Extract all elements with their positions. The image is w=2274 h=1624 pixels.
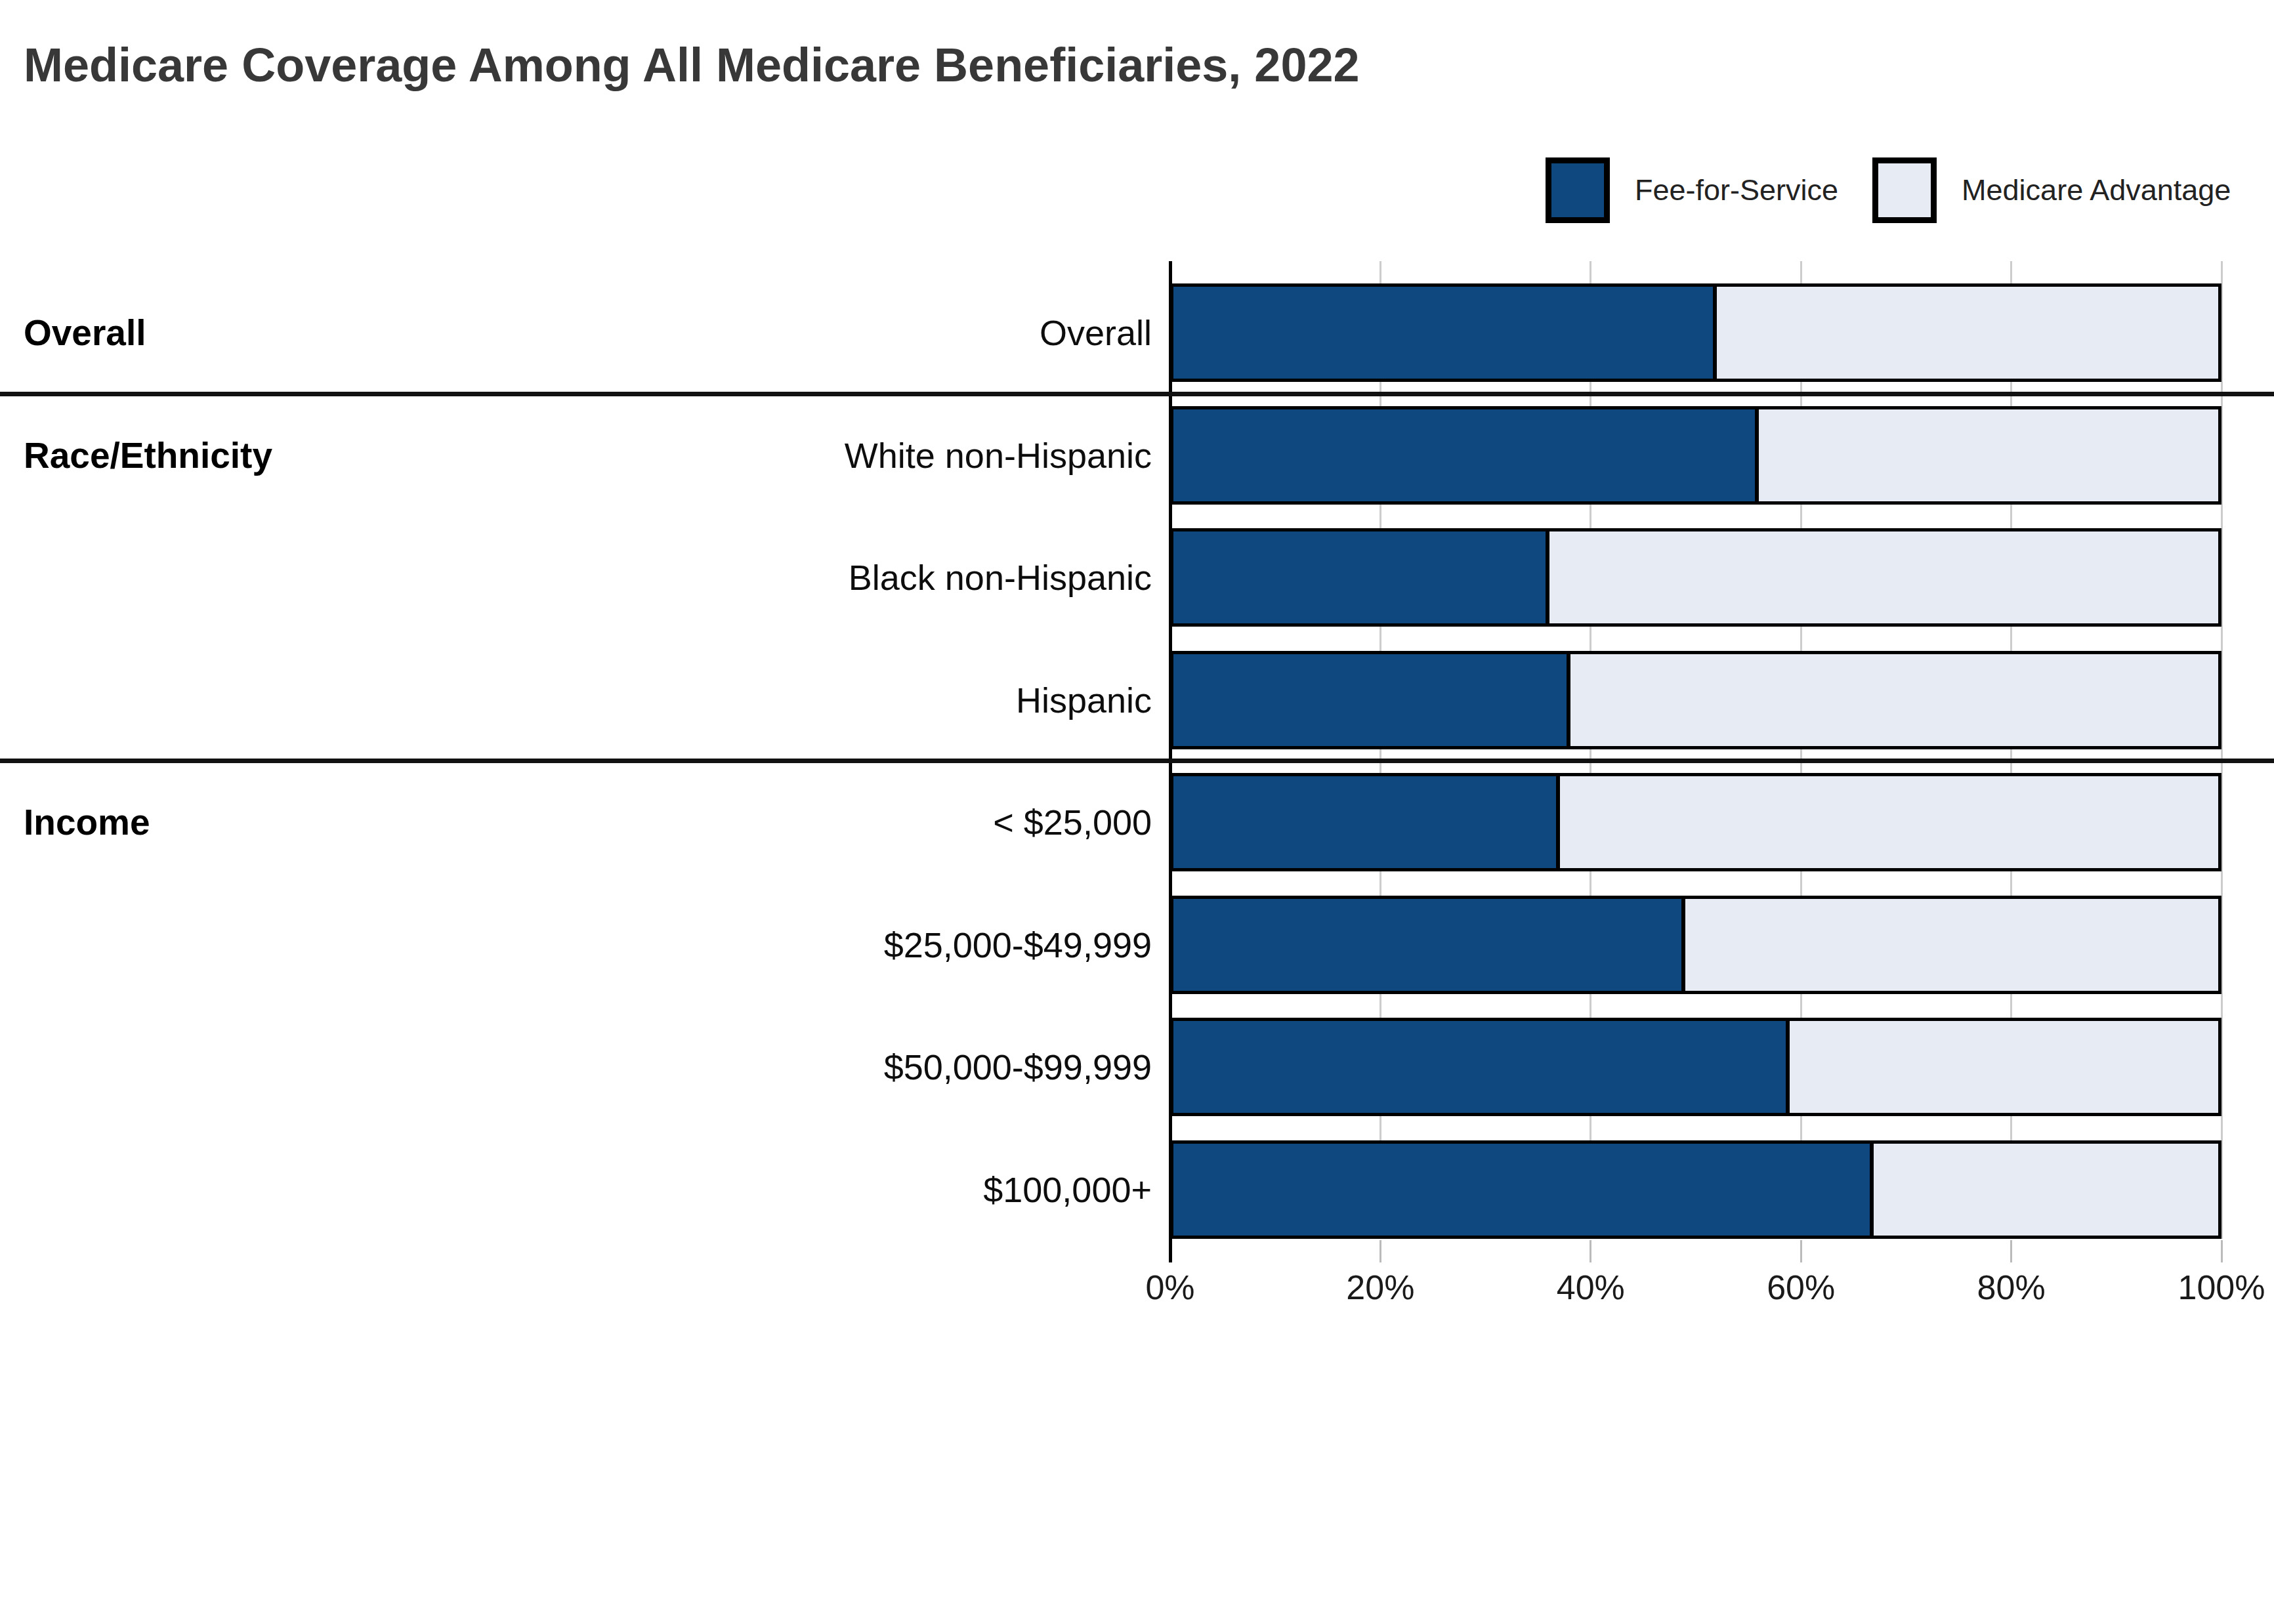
bar-row xyxy=(1170,528,2221,627)
bar-segment-fee-for-service[interactable] xyxy=(1173,1144,1874,1236)
bar-segment-fee-for-service[interactable] xyxy=(1173,654,1570,746)
group-label-income: Income xyxy=(24,801,150,843)
bar-segment-medicare-advantage[interactable] xyxy=(1549,531,2218,623)
category-label: $25,000-$49,999 xyxy=(0,925,1152,965)
bar-segment-fee-for-service[interactable] xyxy=(1173,287,1717,379)
bar-row xyxy=(1170,1140,2221,1239)
category-label: Black non-Hispanic xyxy=(0,557,1152,598)
group-separator xyxy=(0,759,2274,763)
group-label-race-ethnicity: Race/Ethnicity xyxy=(24,434,272,476)
bar-segment-medicare-advantage[interactable] xyxy=(1717,287,2218,379)
axis-tick-label-0%: 0% xyxy=(1145,1268,1194,1307)
axis-tick-label-60%: 60% xyxy=(1767,1268,1835,1307)
bar-segment-fee-for-service[interactable] xyxy=(1173,776,1560,868)
axis-tick-label-80%: 80% xyxy=(1977,1268,2046,1307)
bar-row xyxy=(1170,773,2221,871)
axis-tick-label-40%: 40% xyxy=(1557,1268,1625,1307)
bar-segment-medicare-advantage[interactable] xyxy=(1570,654,2218,746)
category-label: Overall xyxy=(0,312,1152,353)
group-separator xyxy=(0,392,2274,396)
axis-tick-60% xyxy=(1800,1240,1802,1262)
axis-tick-100% xyxy=(2221,1240,2223,1262)
category-label: $100,000+ xyxy=(0,1169,1152,1210)
axis-tick-20% xyxy=(1379,1240,1381,1262)
bar-segment-medicare-advantage[interactable] xyxy=(1790,1021,2218,1113)
bar-row xyxy=(1170,283,2221,382)
bar-segment-fee-for-service[interactable] xyxy=(1173,531,1549,623)
bar-segment-medicare-advantage[interactable] xyxy=(1759,409,2218,501)
axis-tick-80% xyxy=(2010,1240,2012,1262)
axis-tick-label-20%: 20% xyxy=(1346,1268,1414,1307)
bar-segment-medicare-advantage[interactable] xyxy=(1874,1144,2218,1236)
bar-row xyxy=(1170,896,2221,994)
bar-row xyxy=(1170,651,2221,749)
plot-area: 0%20%40%60%80%100%OverallWhite non-Hispa… xyxy=(0,0,2274,1624)
bar-segment-medicare-advantage[interactable] xyxy=(1560,776,2218,868)
bar-segment-medicare-advantage[interactable] xyxy=(1685,899,2218,991)
group-label-overall: Overall xyxy=(24,312,146,354)
bar-segment-fee-for-service[interactable] xyxy=(1173,899,1685,991)
category-label: Hispanic xyxy=(0,680,1152,720)
bar-segment-fee-for-service[interactable] xyxy=(1173,1021,1790,1113)
axis-tick-label-100%: 100% xyxy=(2178,1268,2265,1307)
medicare-coverage-chart: Medicare Coverage Among All Medicare Ben… xyxy=(0,0,2274,1624)
bar-row xyxy=(1170,1018,2221,1116)
bar-segment-fee-for-service[interactable] xyxy=(1173,409,1759,501)
axis-tick-40% xyxy=(1590,1240,1591,1262)
bar-row xyxy=(1170,406,2221,505)
category-label: $50,000-$99,999 xyxy=(0,1047,1152,1087)
category-label: < $25,000 xyxy=(0,802,1152,843)
